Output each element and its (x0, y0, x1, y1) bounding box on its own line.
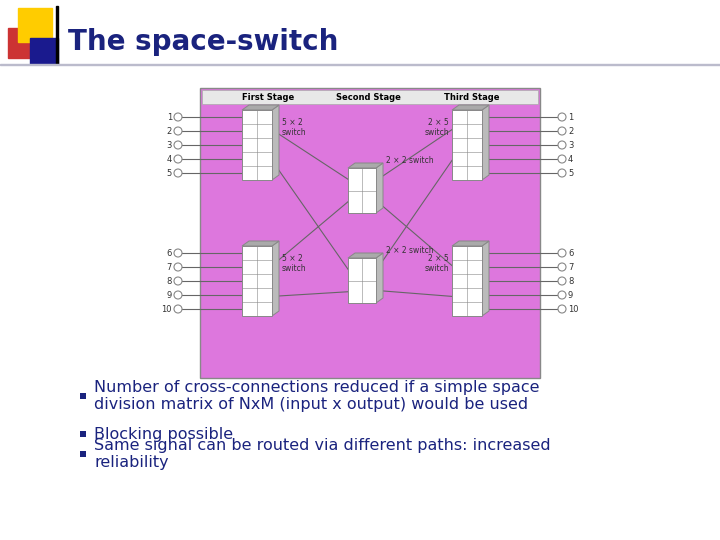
Circle shape (558, 127, 566, 135)
Circle shape (558, 277, 566, 285)
Circle shape (174, 155, 182, 163)
Polygon shape (482, 241, 489, 316)
Text: Third Stage: Third Stage (444, 92, 500, 102)
Bar (0, 64, 720, 65)
Bar (242, 246, 272, 316)
Polygon shape (272, 241, 279, 316)
Text: Second Stage: Second Stage (336, 92, 400, 102)
Bar (202, 90, 538, 104)
Text: First Stage: First Stage (242, 92, 294, 102)
Text: 2 × 2 switch: 2 × 2 switch (386, 246, 433, 255)
Polygon shape (242, 105, 279, 110)
Circle shape (174, 127, 182, 135)
Text: 7: 7 (568, 262, 573, 272)
Text: Blocking possible: Blocking possible (94, 427, 233, 442)
Circle shape (174, 263, 182, 271)
Bar (452, 246, 482, 316)
Circle shape (558, 249, 566, 257)
Bar (80, 431, 86, 437)
Text: 2 × 2 switch: 2 × 2 switch (386, 156, 433, 165)
Polygon shape (376, 253, 383, 303)
Text: 2: 2 (568, 126, 573, 136)
Text: 5: 5 (568, 168, 573, 178)
Bar (348, 168, 376, 213)
Text: 1: 1 (167, 112, 172, 122)
Circle shape (558, 113, 566, 121)
Polygon shape (272, 105, 279, 180)
Text: 9: 9 (568, 291, 573, 300)
Polygon shape (348, 253, 383, 258)
Text: 2: 2 (167, 126, 172, 136)
Text: 7: 7 (166, 262, 172, 272)
Text: Number of cross-connections reduced if a simple space
division matrix of NxM (in: Number of cross-connections reduced if a… (94, 380, 539, 412)
Circle shape (558, 305, 566, 313)
Polygon shape (452, 241, 489, 246)
Circle shape (558, 263, 566, 271)
Polygon shape (348, 163, 383, 168)
Text: 5 × 2
switch: 5 × 2 switch (282, 254, 307, 273)
Bar (200, 88, 540, 378)
Text: 8: 8 (166, 276, 172, 286)
Circle shape (174, 113, 182, 121)
Text: 8: 8 (568, 276, 573, 286)
Polygon shape (452, 105, 489, 110)
Bar (80, 451, 86, 457)
Text: 6: 6 (166, 248, 172, 258)
Polygon shape (242, 241, 279, 246)
Bar (8, 28, 34, 58)
Text: 5: 5 (167, 168, 172, 178)
Bar (30, 38, 58, 64)
Text: 3: 3 (568, 140, 573, 150)
Circle shape (558, 155, 566, 163)
Polygon shape (376, 163, 383, 213)
Text: 5 × 2
switch: 5 × 2 switch (282, 118, 307, 137)
Circle shape (174, 291, 182, 299)
Bar (18, 8, 52, 42)
Text: 1: 1 (568, 112, 573, 122)
Bar (242, 110, 272, 180)
Bar (80, 393, 86, 399)
Text: 6: 6 (568, 248, 573, 258)
Text: 4: 4 (568, 154, 573, 164)
Polygon shape (482, 105, 489, 180)
Circle shape (174, 305, 182, 313)
Text: 2 × 5
switch: 2 × 5 switch (424, 254, 449, 273)
Text: 9: 9 (167, 291, 172, 300)
Text: 10: 10 (568, 305, 578, 314)
Bar (56, 6, 58, 64)
Circle shape (174, 169, 182, 177)
Circle shape (174, 277, 182, 285)
Bar (348, 258, 376, 303)
Text: 3: 3 (166, 140, 172, 150)
Circle shape (558, 169, 566, 177)
Circle shape (558, 291, 566, 299)
Circle shape (174, 249, 182, 257)
Text: 2 × 5
switch: 2 × 5 switch (424, 118, 449, 137)
Text: 4: 4 (167, 154, 172, 164)
Text: The space-switch: The space-switch (68, 28, 338, 56)
Bar (452, 110, 482, 180)
Text: 10: 10 (161, 305, 172, 314)
Circle shape (558, 141, 566, 149)
Circle shape (174, 141, 182, 149)
Text: Same signal can be routed via different paths: increased
reliability: Same signal can be routed via different … (94, 438, 551, 470)
